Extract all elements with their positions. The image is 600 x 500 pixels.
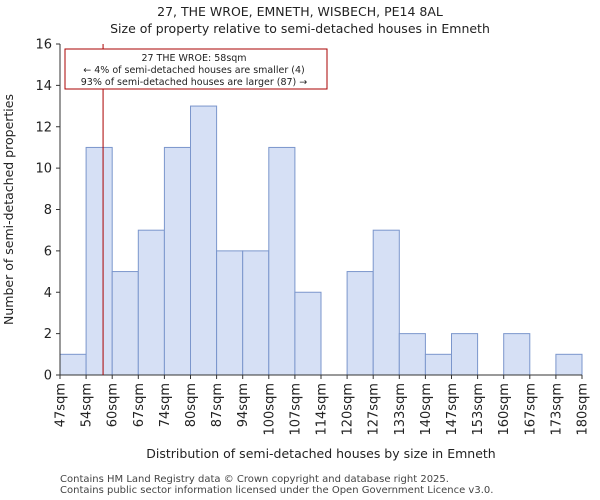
- x-tick-label: 167sqm: [523, 383, 538, 436]
- annotation-smaller-text: ← 4% of semi-detached houses are smaller…: [83, 65, 304, 76]
- x-tick-label: 140sqm: [419, 383, 434, 436]
- histogram-bar: [216, 250, 244, 376]
- x-tick-label: 107sqm: [288, 383, 303, 436]
- y-axis-title: Number of semi-detached properties: [1, 94, 16, 325]
- y-tick-label: 0: [44, 369, 52, 384]
- histogram-bar: [137, 229, 165, 376]
- histogram-bar: [398, 333, 426, 376]
- x-tick-label: 180sqm: [576, 383, 591, 436]
- histogram-bar: [242, 250, 270, 376]
- x-tick-label: 120sqm: [341, 383, 356, 436]
- histogram-bar: [346, 271, 374, 376]
- annotation-title: 27 THE WROE: 58sqm: [141, 53, 246, 64]
- histogram-bar: [424, 353, 452, 376]
- histogram-bar: [451, 333, 479, 376]
- x-tick-label: 87sqm: [210, 383, 225, 427]
- histogram-bar: [268, 146, 296, 376]
- x-tick-label: 94sqm: [236, 383, 251, 427]
- x-tick-label: 74sqm: [158, 383, 173, 427]
- histogram-bar: [294, 291, 322, 376]
- x-tick-label: 173sqm: [549, 383, 564, 436]
- histogram-bar: [372, 229, 400, 376]
- y-tick-label: 10: [35, 162, 52, 177]
- chart-title-line-1: 27, THE WROE, EMNETH, WISBECH, PE14 8AL: [157, 4, 443, 19]
- x-tick-label: 47sqm: [54, 383, 69, 427]
- footer-line-1: Contains HM Land Registry data © Crown c…: [60, 474, 449, 485]
- x-tick-label: 60sqm: [106, 383, 121, 427]
- y-tick-label: 2: [44, 327, 52, 342]
- x-tick-label: 67sqm: [132, 383, 147, 427]
- histogram-bar: [163, 146, 191, 376]
- x-tick-label: 153sqm: [471, 383, 486, 436]
- footer-line-2: Contains public sector information licen…: [60, 485, 494, 496]
- x-tick-label: 100sqm: [262, 383, 277, 436]
- y-tick-label: 4: [44, 286, 52, 301]
- histogram-bar: [59, 353, 87, 376]
- y-tick-label: 12: [35, 120, 52, 135]
- annotation-box: [64, 48, 328, 90]
- y-tick-label: 16: [35, 38, 52, 53]
- x-tick-label: 80sqm: [184, 383, 199, 427]
- x-tick-label: 147sqm: [445, 383, 460, 436]
- x-axis-title: Distribution of semi-detached houses by …: [146, 446, 495, 461]
- x-tick-label: 54sqm: [80, 383, 95, 427]
- x-tick-label: 114sqm: [315, 383, 330, 436]
- chart-title-line-2: Size of property relative to semi-detach…: [110, 21, 490, 36]
- y-tick-label: 8: [44, 203, 52, 218]
- x-tick-label: 127sqm: [367, 383, 382, 436]
- x-tick-label: 160sqm: [497, 383, 512, 436]
- histogram-bar: [555, 353, 583, 376]
- annotation-larger-text: 93% of semi-detached houses are larger (…: [81, 77, 308, 88]
- histogram-bar: [111, 271, 139, 376]
- y-tick-label: 6: [44, 244, 52, 259]
- x-tick-label: 133sqm: [393, 383, 408, 436]
- y-tick-label: 14: [35, 79, 52, 94]
- histogram-bar: [503, 333, 531, 376]
- histogram-bar: [85, 146, 113, 376]
- histogram-bar: [190, 105, 218, 376]
